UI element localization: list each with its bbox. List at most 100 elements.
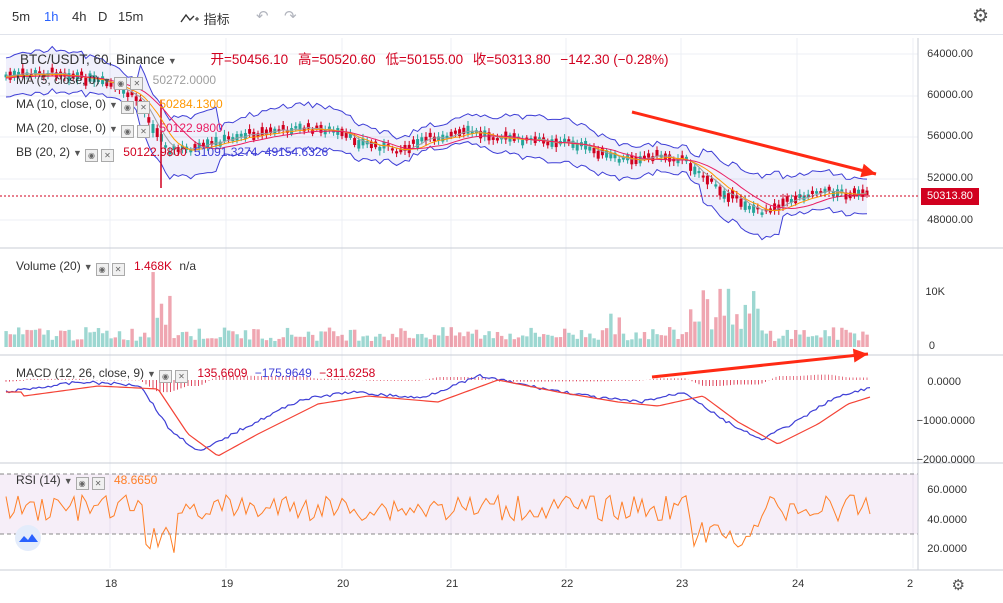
volume-bar	[630, 339, 634, 347]
annotation-arrows	[631, 110, 877, 379]
chevron-down-icon[interactable]: ▼	[109, 124, 118, 134]
chevron-down-icon[interactable]: ▼	[63, 476, 73, 486]
eye-icon[interactable]: ◉	[84, 149, 98, 162]
volume-bar	[701, 290, 705, 347]
volume-bar	[567, 332, 571, 347]
volume-bar	[672, 329, 676, 347]
candle-body	[201, 142, 205, 147]
candle-body	[231, 137, 235, 142]
candle-body	[126, 92, 130, 97]
rsi-axis-label: 60.0000	[927, 484, 967, 496]
arrow-head	[860, 163, 876, 178]
candle-body	[395, 151, 399, 154]
chevron-down-icon[interactable]: ▼	[147, 369, 156, 379]
volume-bar	[138, 336, 143, 347]
legend-rsi[interactable]: RSI (14) ▼ ◉ ✕ 48.6650	[16, 472, 157, 490]
volume-bar	[453, 335, 458, 347]
candle-body	[248, 129, 252, 134]
volume-bar	[521, 335, 525, 347]
legend-macd[interactable]: MACD (12, 26, close, 9) ▼ ◉ ✕ 135.6609 −175…	[16, 365, 375, 383]
volume-bar	[693, 321, 697, 347]
volume-bar	[760, 330, 764, 347]
close-icon[interactable]: ✕	[174, 370, 188, 383]
candle-body	[773, 203, 777, 212]
indicators-button[interactable]: 指标	[180, 9, 230, 28]
volume-bar	[323, 331, 327, 347]
close-icon[interactable]: ✕	[136, 125, 150, 138]
candle-body	[138, 99, 142, 103]
candle-body	[655, 149, 659, 157]
volume-bar	[584, 337, 588, 347]
candle-body	[189, 149, 193, 153]
cloud-icon[interactable]	[15, 525, 41, 551]
volume-bar	[164, 324, 168, 347]
eye-icon[interactable]: ◉	[120, 101, 134, 114]
volume-bar	[546, 334, 550, 347]
interval-5m[interactable]: 5m	[12, 9, 31, 24]
eye-icon[interactable]: ◉	[95, 263, 109, 276]
chart-canvas[interactable]	[0, 35, 1003, 603]
candle-body	[735, 195, 739, 199]
volume-bar	[563, 328, 567, 347]
volume-bar	[185, 331, 189, 347]
volume-bar	[605, 328, 609, 347]
candle-body	[470, 130, 474, 134]
candle-body	[50, 67, 54, 73]
chevron-down-icon[interactable]: ▼	[167, 56, 177, 66]
volume-bar	[697, 321, 701, 347]
volume-bar	[500, 335, 504, 347]
chart-settings-icon[interactable]: ⚙	[951, 577, 965, 594]
interval-d[interactable]: D	[98, 9, 108, 24]
candle-body	[96, 78, 100, 82]
chevron-down-icon[interactable]: ▼	[83, 262, 93, 272]
chevron-down-icon[interactable]: ▼	[109, 100, 118, 110]
legend-ma5[interactable]: MA (5, close, 0) ▼ ◉ ✕ 50272.0000	[16, 72, 216, 90]
chevron-down-icon[interactable]: ▼	[73, 148, 82, 158]
candle-body	[67, 73, 71, 82]
volume-bar	[117, 331, 122, 347]
undo-icon[interactable]: ↶	[256, 8, 269, 25]
close-icon[interactable]: ✕	[111, 263, 125, 276]
close-icon[interactable]: ✕	[100, 149, 114, 162]
ohlc-close: 收=50313.80	[472, 52, 551, 67]
symbol-title[interactable]: BTC/USDT, 60, Binance	[20, 52, 165, 67]
volume-bar	[537, 336, 542, 347]
interval-1h[interactable]: 1h	[44, 9, 59, 24]
chevron-down-icon[interactable]: ▼	[102, 76, 112, 86]
volume-bar	[101, 333, 105, 347]
candle-body	[432, 136, 436, 142]
rsi-axis-label: 40.0000	[927, 514, 967, 526]
legend-bb[interactable]: BB (20, 2) ▼ ◉ ✕ 50122.9800 51091.3274 4915…	[16, 144, 328, 162]
eye-icon[interactable]: ◉	[158, 370, 172, 383]
candle-body	[588, 146, 592, 151]
volume-bar	[168, 295, 172, 347]
volume-bar	[609, 313, 613, 347]
candle-body	[239, 133, 243, 137]
interval-15m[interactable]: 15m	[118, 9, 144, 24]
settings-icon[interactable]: ⚙	[971, 6, 989, 27]
time-axis-label: 22	[561, 578, 574, 590]
price-axis-label: 56000.00	[927, 130, 973, 142]
eye-icon[interactable]: ◉	[75, 477, 89, 490]
legend-ma10[interactable]: MA (10, close, 0) ▼ ◉ ✕ 50284.1300	[16, 96, 223, 114]
volume-bar	[17, 327, 21, 347]
volume-bar	[445, 335, 449, 347]
candle-body	[302, 127, 306, 132]
close-icon[interactable]: ✕	[91, 477, 105, 490]
close-icon[interactable]: ✕	[136, 101, 150, 114]
close-icon[interactable]: ✕	[130, 77, 144, 90]
candle-body	[101, 76, 105, 85]
redo-icon[interactable]: ↷	[284, 8, 297, 25]
volume-bar	[315, 340, 319, 347]
candle-body	[504, 131, 508, 140]
volume-bar	[378, 333, 382, 347]
eye-icon[interactable]: ◉	[114, 77, 128, 90]
volume-bar	[151, 272, 155, 347]
ohlc-change: −142.30 (−0.28%)	[560, 52, 669, 67]
volume-bar	[390, 333, 395, 347]
interval-4h[interactable]: 4h	[72, 9, 87, 24]
legend-volume[interactable]: Volume (20) ▼ ◉ ✕ 1.468K n/a	[16, 258, 196, 276]
legend-ma20[interactable]: MA (20, close, 0) ▼ ◉ ✕ 50122.9800	[16, 120, 223, 138]
volume-bar	[59, 330, 63, 347]
eye-icon[interactable]: ◉	[120, 125, 134, 138]
